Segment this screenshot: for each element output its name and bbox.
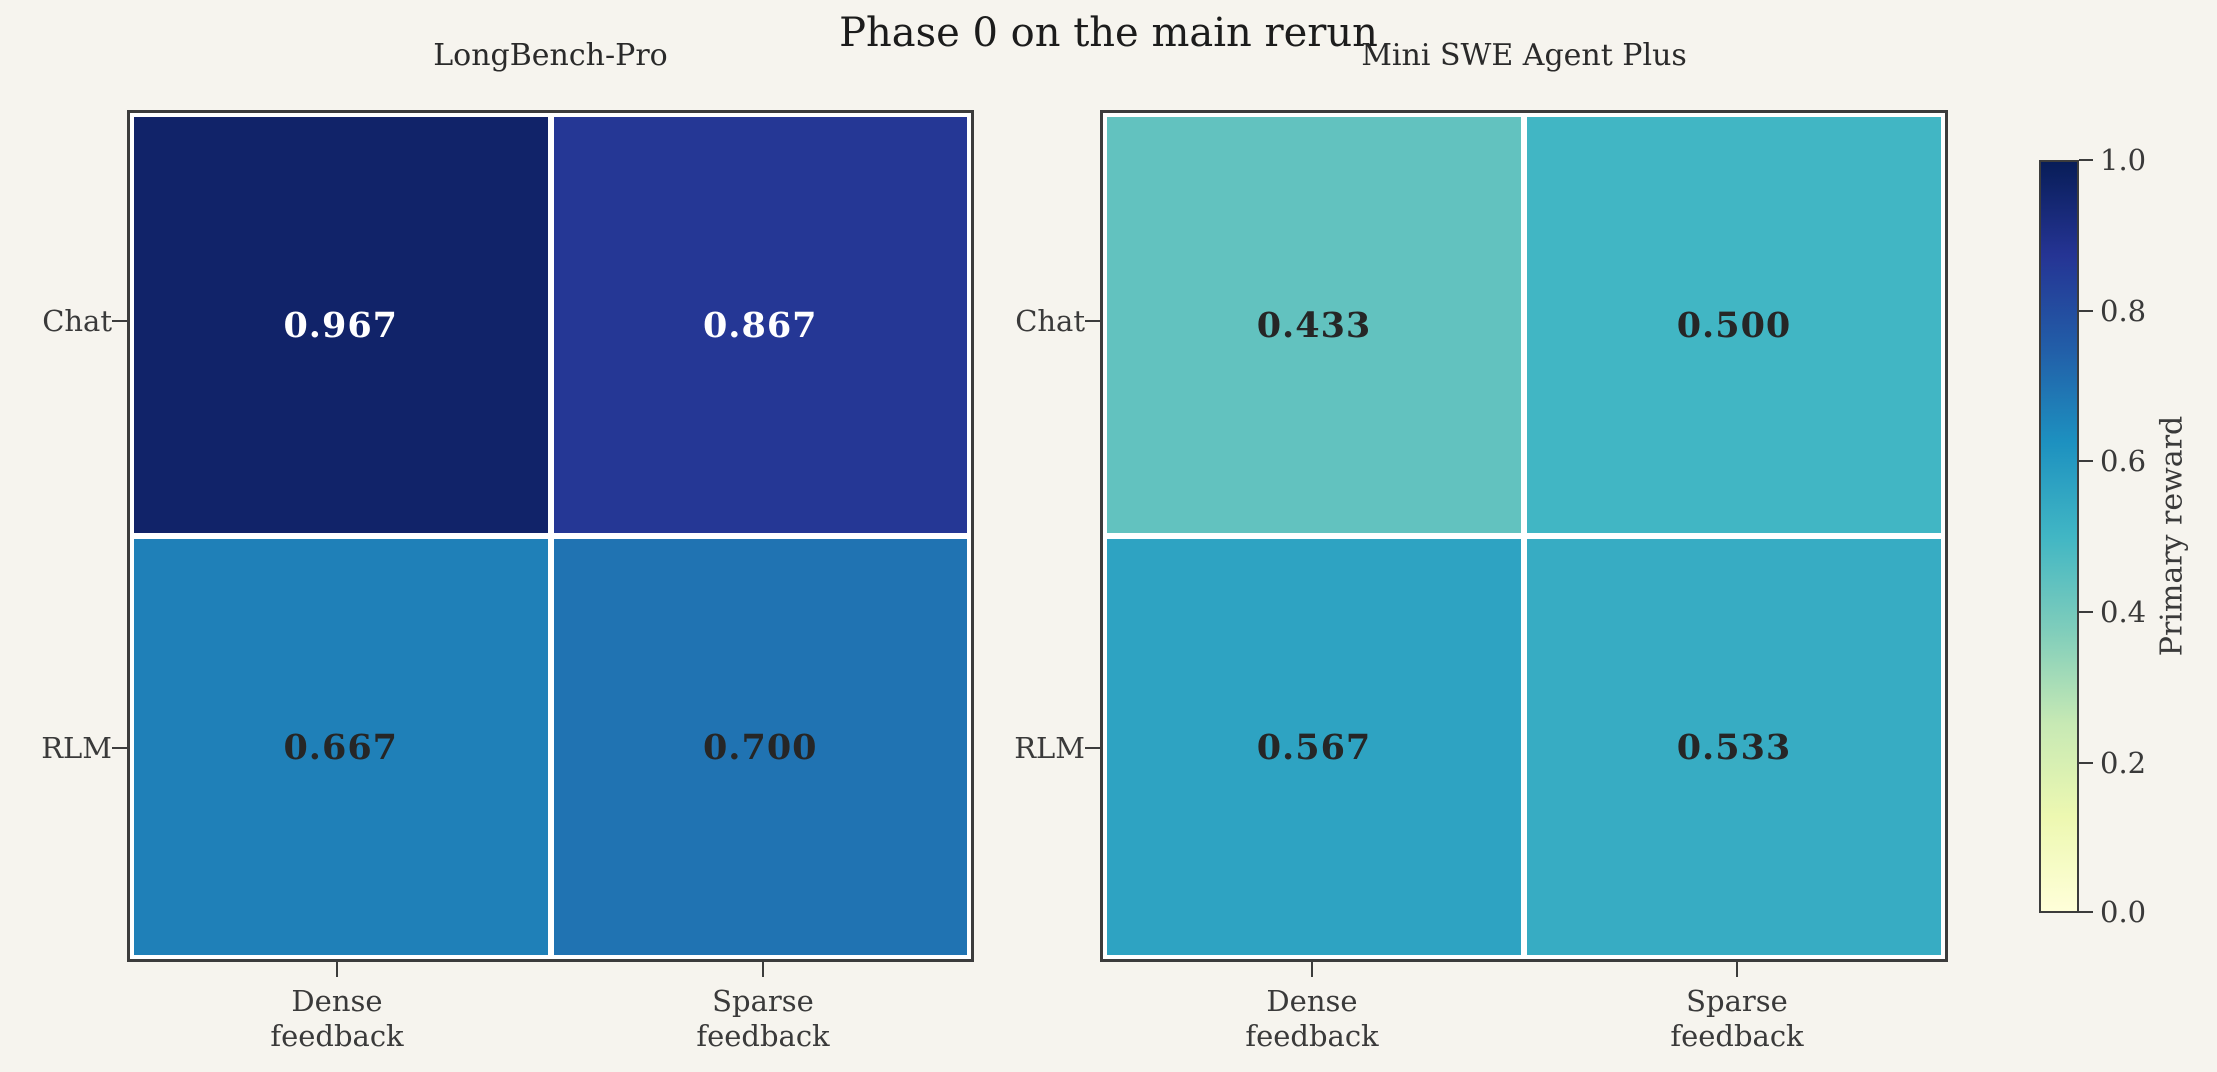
heatmap-cell-chat-dense: 0.433: [1107, 117, 1521, 533]
heatmap-cell-rlm-sparse: 0.700: [553, 539, 967, 955]
ytick-label-rlm: RLM: [41, 731, 112, 765]
colorbar-tick-mark: [2079, 460, 2093, 462]
panel-title-longbench-pro: LongBench-Pro: [433, 38, 668, 73]
colorbar-tick-mark: [2079, 762, 2093, 764]
heatmap-mini-swe-agent-plus: 0.433 0.500 0.567 0.533: [1100, 110, 1948, 962]
xtick-line1: Sparse: [1686, 984, 1788, 1018]
xtick-line1: Dense: [291, 984, 383, 1018]
y-tick-mark: [1085, 320, 1100, 322]
heatmap-cell-chat-dense: 0.967: [134, 117, 548, 533]
colorbar-tick-mark: [2079, 611, 2093, 613]
xtick-label-sparse-feedback: Sparse feedback: [1587, 984, 1887, 1054]
heatmap-cell-rlm-dense: 0.567: [1107, 539, 1521, 955]
y-tick-mark: [112, 747, 127, 749]
heatmap-cell-rlm-dense: 0.667: [134, 539, 548, 955]
xtick-label-dense-feedback: Dense feedback: [1162, 984, 1462, 1054]
y-tick-mark: [112, 320, 127, 322]
xtick-line2: feedback: [696, 1019, 830, 1053]
ytick-label-chat: Chat: [1015, 304, 1085, 338]
xtick-line2: feedback: [1670, 1019, 1804, 1053]
colorbar-tick-1.0: 1.0: [2100, 143, 2147, 177]
figure-suptitle: Phase 0 on the main rerun: [839, 10, 1378, 56]
ytick-label-rlm: RLM: [1014, 731, 1085, 765]
colorbar: [2039, 160, 2079, 913]
xtick-label-dense-feedback: Dense feedback: [187, 984, 487, 1054]
panel-title-mini-swe-agent-plus: Mini SWE Agent Plus: [1361, 38, 1687, 73]
heatmap-cell-chat-sparse: 0.500: [1527, 117, 1941, 533]
heatmap-longbench-pro: 0.967 0.867 0.667 0.700: [127, 110, 974, 962]
colorbar-tick-mark: [2079, 911, 2093, 913]
ytick-label-chat: Chat: [42, 304, 112, 338]
xtick-line2: feedback: [270, 1019, 404, 1053]
xtick-line2: feedback: [1245, 1019, 1379, 1053]
colorbar-tick-mark: [2079, 310, 2093, 312]
heatmap-cell-rlm-sparse: 0.533: [1527, 539, 1941, 955]
colorbar-tick-0.0: 0.0: [2100, 895, 2147, 929]
colorbar-axis-label: Primary reward: [2154, 415, 2190, 657]
heatmap-cell-chat-sparse: 0.867: [553, 117, 967, 533]
colorbar-tick-0.4: 0.4: [2100, 595, 2147, 629]
xtick-label-sparse-feedback: Sparse feedback: [613, 984, 913, 1054]
colorbar-tick-0.6: 0.6: [2100, 444, 2147, 478]
colorbar-tick-0.8: 0.8: [2100, 294, 2147, 328]
x-tick-mark: [336, 962, 338, 977]
colorbar-tick-mark: [2079, 159, 2093, 161]
y-tick-mark: [1085, 747, 1100, 749]
colorbar-tick-0.2: 0.2: [2100, 746, 2147, 780]
xtick-line1: Sparse: [712, 984, 814, 1018]
x-tick-mark: [1311, 962, 1313, 977]
x-tick-mark: [762, 962, 764, 977]
xtick-line1: Dense: [1266, 984, 1358, 1018]
x-tick-mark: [1736, 962, 1738, 977]
